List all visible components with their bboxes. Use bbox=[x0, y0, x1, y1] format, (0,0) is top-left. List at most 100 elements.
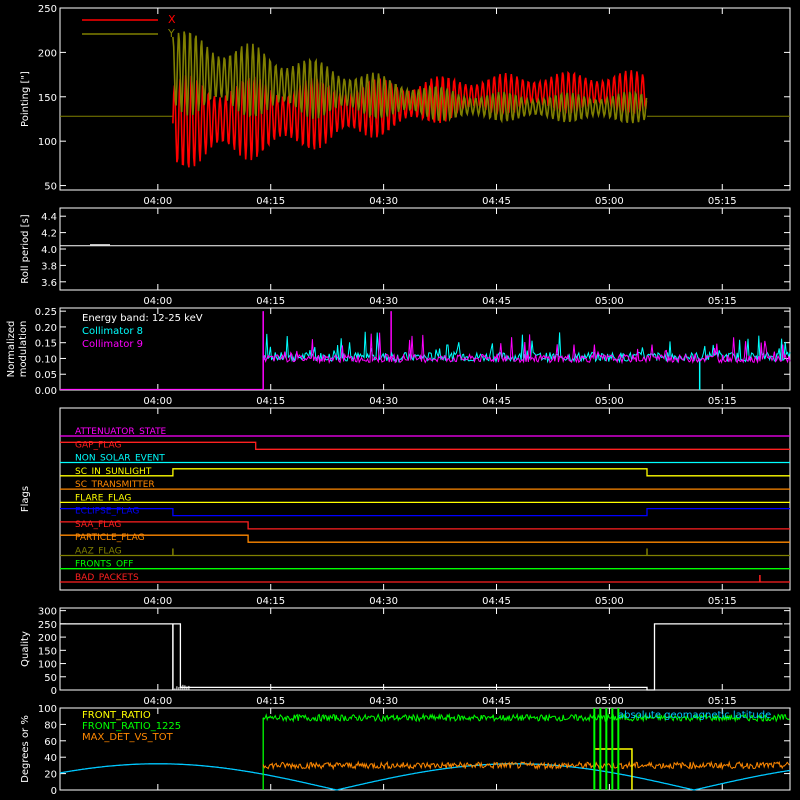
y-axis-label: Degrees or % bbox=[20, 715, 31, 783]
flag-line bbox=[60, 507, 790, 517]
y-tick-label: 0 bbox=[51, 786, 57, 797]
x-tick-label: 05:00 bbox=[595, 396, 624, 407]
energy-band-label: Energy band: 12-25 keV bbox=[82, 313, 203, 324]
x-tick-label: 05:00 bbox=[595, 196, 624, 207]
flag-label: SAA_FLAG bbox=[75, 520, 121, 530]
x-tick-label: 04:15 bbox=[256, 596, 285, 607]
y-tick-label: 0.00 bbox=[35, 386, 57, 397]
y-label-line: modulation bbox=[18, 321, 29, 378]
max-det-line bbox=[262, 760, 790, 771]
flag-label: FLARE_FLAG bbox=[75, 493, 131, 503]
x-tick-label: 04:00 bbox=[143, 696, 172, 707]
flag-label: GAP_FLAG bbox=[75, 440, 121, 450]
flag-line bbox=[60, 441, 790, 450]
y-axis-label: Pointing ["] bbox=[20, 71, 31, 127]
y-tick-label: 3.6 bbox=[41, 278, 57, 289]
x-tick-label: 05:00 bbox=[595, 696, 624, 707]
y-axis-label: Roll period [s] bbox=[20, 214, 31, 283]
x-tick-label: 04:45 bbox=[482, 696, 511, 707]
y-tick-label: 4.4 bbox=[41, 212, 57, 223]
series-x-line bbox=[172, 70, 648, 168]
y-tick-label: 200 bbox=[38, 633, 57, 644]
y-tick-label: 0.15 bbox=[35, 339, 57, 350]
y-tick-label: 0.10 bbox=[35, 354, 57, 365]
plot-frame bbox=[59, 307, 791, 391]
panel-3: 04:00 04:15 04:30 04:45 05:00 05:15 0.00 0.05 0.… bbox=[6, 307, 791, 407]
flag-line bbox=[60, 534, 790, 543]
x-tick-label: 05:15 bbox=[708, 296, 737, 307]
panel-1: 04:00 04:15 04:30 04:45 05:00 05:15 50 100 150 20… bbox=[20, 4, 791, 207]
x-tick-label: 05:15 bbox=[708, 196, 737, 207]
y-tick-label: 200 bbox=[38, 48, 57, 59]
flag-line bbox=[60, 521, 790, 530]
flag-label: SC_TRANSMITTER bbox=[75, 480, 155, 490]
collimator9-line bbox=[262, 332, 791, 365]
panel-5: 04:00 04:15 04:30 04:45 05:00 05:15 0 50 100 150 2… bbox=[20, 607, 791, 707]
y-tick-label: 3.8 bbox=[41, 261, 57, 272]
x-tick-label: 04:15 bbox=[256, 396, 285, 407]
latitude-line bbox=[59, 763, 791, 791]
y-tick-label: 250 bbox=[38, 620, 57, 631]
y-axis-label: Normalizedmodulation bbox=[6, 321, 29, 378]
flag-line bbox=[60, 468, 790, 477]
flag-label: NON_SOLAR_EVENT bbox=[75, 454, 165, 464]
x-tick-label: 04:15 bbox=[256, 696, 285, 707]
y-tick-label: 80 bbox=[44, 720, 57, 731]
legend-max-det: MAX_DET_VS_TOT bbox=[82, 732, 174, 743]
flag-label: PARTICLE_FLAG bbox=[75, 533, 145, 543]
y-tick-label: 300 bbox=[38, 607, 57, 618]
y-tick-label: 100 bbox=[38, 704, 57, 715]
legend-x-label: X bbox=[168, 13, 176, 26]
panel-4: 04:00 04:15 04:30 04:45 05:00 05:15 Flags ATTEN… bbox=[20, 407, 791, 607]
x-tick-label: 05:15 bbox=[708, 696, 737, 707]
y-tick-label: 60 bbox=[44, 737, 57, 748]
x-tick-label: 04:45 bbox=[482, 396, 511, 407]
plot-frame bbox=[59, 707, 791, 791]
x-tick-label: 04:30 bbox=[369, 596, 398, 607]
flag-label: FRONTS_OFF bbox=[75, 560, 133, 570]
y-tick-label: 40 bbox=[44, 753, 57, 764]
y-axis-label: Quality bbox=[20, 631, 31, 667]
flag-label: BAD_PACKETS bbox=[75, 573, 139, 583]
y-tick-label: 0.20 bbox=[35, 323, 57, 334]
legend-collimator9: Collimator 9 bbox=[82, 339, 143, 350]
flag-label: ATTENUATOR_STATE bbox=[75, 427, 167, 437]
x-tick-label: 04:00 bbox=[143, 296, 172, 307]
y-tick-label: 0 bbox=[51, 686, 57, 697]
x-tick-label: 04:45 bbox=[482, 196, 511, 207]
y-tick-label: 50 bbox=[44, 673, 57, 684]
y-tick-label: 0.25 bbox=[35, 307, 57, 318]
x-tick-label: 04:30 bbox=[369, 396, 398, 407]
x-tick-label: 05:00 bbox=[595, 296, 624, 307]
x-tick-label: 04:00 bbox=[143, 396, 172, 407]
series-y-line bbox=[172, 31, 648, 124]
y-tick-label: 4.0 bbox=[41, 245, 57, 256]
x-tick-label: 04:15 bbox=[256, 296, 285, 307]
plot-layer: 04:00 04:15 04:30 04:45 05:00 05:15 50 100 150 20… bbox=[6, 4, 791, 797]
x-tick-label: 05:15 bbox=[708, 396, 737, 407]
plot-frame bbox=[59, 7, 791, 191]
x-tick-label: 04:15 bbox=[256, 196, 285, 207]
legend-front-ratio: FRONT_RATIO bbox=[82, 710, 151, 721]
x-tick-label: 04:45 bbox=[482, 596, 511, 607]
legend-y-label: Y bbox=[167, 27, 175, 40]
panel-6: 0 20 40 60 80 100 Degrees or % FRONT_RATIOFRONT… bbox=[20, 704, 791, 797]
plot-frame bbox=[59, 407, 791, 591]
y-tick-label: 150 bbox=[38, 646, 57, 657]
front-ratio-1225-line bbox=[262, 712, 790, 723]
y-tick-label: 100 bbox=[38, 660, 57, 671]
panel-2: 04:00 04:15 04:30 04:45 05:00 05:15 3.6 3.8 4.0 4… bbox=[20, 207, 791, 307]
x-tick-label: 04:30 bbox=[369, 196, 398, 207]
x-tick-label: 05:15 bbox=[708, 596, 737, 607]
flag-label: AAZ_FLAG bbox=[75, 546, 122, 556]
legend-collimator8: Collimator 8 bbox=[82, 326, 143, 337]
x-tick-label: 04:00 bbox=[143, 196, 172, 207]
y-tick-label: 100 bbox=[38, 137, 57, 148]
flag-label: SC_IN_SUNLIGHT bbox=[75, 467, 152, 477]
y-label-line: Normalized bbox=[6, 321, 17, 378]
x-tick-label: 04:00 bbox=[143, 596, 172, 607]
x-tick-label: 04:30 bbox=[369, 296, 398, 307]
y-tick-label: 250 bbox=[38, 4, 57, 15]
